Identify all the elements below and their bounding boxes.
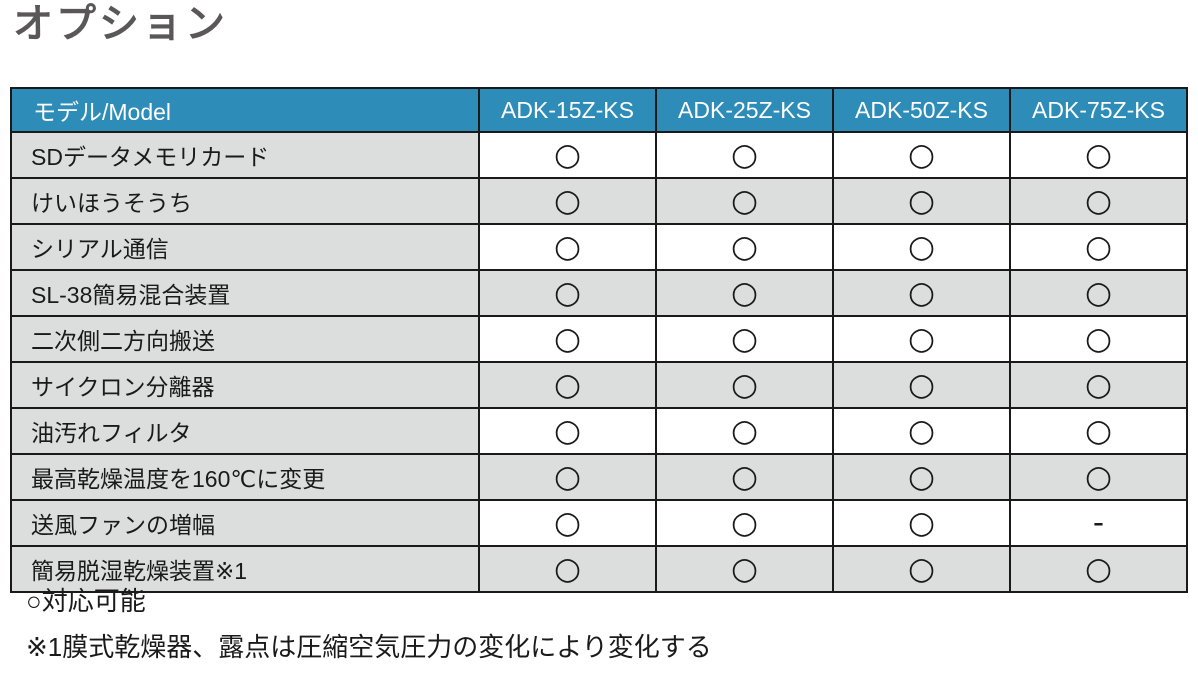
table-row: サイクロン分離器 ○ ○ ○ ○: [10, 361, 1188, 409]
option-cell: ○: [1009, 545, 1188, 593]
row-label: SL-38簡易混合装置: [10, 269, 480, 317]
table-row: 油汚れフィルタ ○ ○ ○ ○: [10, 407, 1188, 455]
table-row: けいほうそうち ○ ○ ○ ○: [10, 177, 1188, 225]
option-cell: ○: [478, 131, 657, 179]
option-cell: ○: [655, 361, 834, 409]
option-cell: ○: [832, 453, 1011, 501]
option-cell: ○: [832, 545, 1011, 593]
option-cell: ○: [1009, 131, 1188, 179]
page-title: オプション: [13, 2, 228, 46]
option-cell: ○: [832, 407, 1011, 455]
row-label: けいほうそうち: [10, 177, 480, 225]
header-col-adk-15z-ks: ADK-15Z-KS: [478, 87, 657, 133]
table-row: 送風ファンの増幅 ○ ○ ○ -: [10, 499, 1188, 547]
option-cell: ○: [478, 407, 657, 455]
row-label: SDデータメモリカード: [10, 131, 480, 179]
option-cell: ○: [478, 269, 657, 317]
option-cell: ○: [1009, 361, 1188, 409]
option-cell: ○: [478, 223, 657, 271]
option-cell: ○: [478, 315, 657, 363]
table-row: シリアル通信 ○ ○ ○ ○: [10, 223, 1188, 271]
option-cell: ○: [655, 407, 834, 455]
option-cell: ○: [1009, 315, 1188, 363]
header-row: モデル/Model ADK-15Z-KS ADK-25Z-KS ADK-50Z-…: [10, 87, 1188, 133]
option-cell: ○: [655, 223, 834, 271]
row-label: シリアル通信: [10, 223, 480, 271]
option-cell: ○: [478, 361, 657, 409]
table-header: モデル/Model ADK-15Z-KS ADK-25Z-KS ADK-50Z-…: [10, 87, 1188, 133]
legend: ○対応可能 ※1膜式乾燥器、露点は圧縮空気圧力の変化により変化する: [26, 588, 712, 660]
option-cell: ○: [832, 223, 1011, 271]
table-row: 二次側二方向搬送 ○ ○ ○ ○: [10, 315, 1188, 363]
option-cell: ○: [832, 269, 1011, 317]
header-col-adk-25z-ks: ADK-25Z-KS: [655, 87, 834, 133]
option-cell: ○: [478, 177, 657, 225]
option-cell: ○: [655, 269, 834, 317]
options-table: モデル/Model ADK-15Z-KS ADK-25Z-KS ADK-50Z-…: [10, 87, 1188, 593]
row-label: 最高乾燥温度を160℃に変更: [10, 453, 480, 501]
header-col-adk-75z-ks: ADK-75Z-KS: [1009, 87, 1188, 133]
legend-available: ○対応可能: [26, 586, 146, 616]
option-cell: -: [1009, 499, 1188, 547]
option-cell: ○: [832, 315, 1011, 363]
row-label: 簡易脱湿乾燥装置※1: [10, 545, 480, 593]
option-cell: ○: [655, 177, 834, 225]
option-cell: ○: [478, 545, 657, 593]
table-row: SL-38簡易混合装置 ○ ○ ○ ○: [10, 269, 1188, 317]
option-cell: ○: [655, 453, 834, 501]
header-model-label: モデル/Model: [10, 87, 480, 133]
option-cell: ○: [1009, 223, 1188, 271]
option-cell: ○: [1009, 407, 1188, 455]
header-col-adk-50z-ks: ADK-50Z-KS: [832, 87, 1011, 133]
legend-note1: ※1膜式乾燥器、露点は圧縮空気圧力の変化により変化する: [26, 632, 712, 662]
row-label: 油汚れフィルタ: [10, 407, 480, 455]
table-row: SDデータメモリカード ○ ○ ○ ○: [10, 131, 1188, 179]
option-cell: ○: [478, 499, 657, 547]
row-label: 二次側二方向搬送: [10, 315, 480, 363]
row-label: 送風ファンの増幅: [10, 499, 480, 547]
option-cell: ○: [655, 499, 834, 547]
option-cell: ○: [1009, 269, 1188, 317]
option-cell: ○: [1009, 453, 1188, 501]
option-cell: ○: [478, 453, 657, 501]
table-row: 簡易脱湿乾燥装置※1 ○ ○ ○ ○: [10, 545, 1188, 593]
option-cell: ○: [832, 131, 1011, 179]
option-cell: ○: [655, 131, 834, 179]
table-row: 最高乾燥温度を160℃に変更 ○ ○ ○ ○: [10, 453, 1188, 501]
option-cell: ○: [655, 545, 834, 593]
option-cell: ○: [832, 177, 1011, 225]
option-cell: ○: [832, 361, 1011, 409]
row-label: サイクロン分離器: [10, 361, 480, 409]
option-cell: ○: [655, 315, 834, 363]
table-body: SDデータメモリカード ○ ○ ○ ○ けいほうそうち ○ ○ ○ ○ シリアル…: [10, 131, 1188, 593]
option-cell: ○: [1009, 177, 1188, 225]
option-cell: ○: [832, 499, 1011, 547]
